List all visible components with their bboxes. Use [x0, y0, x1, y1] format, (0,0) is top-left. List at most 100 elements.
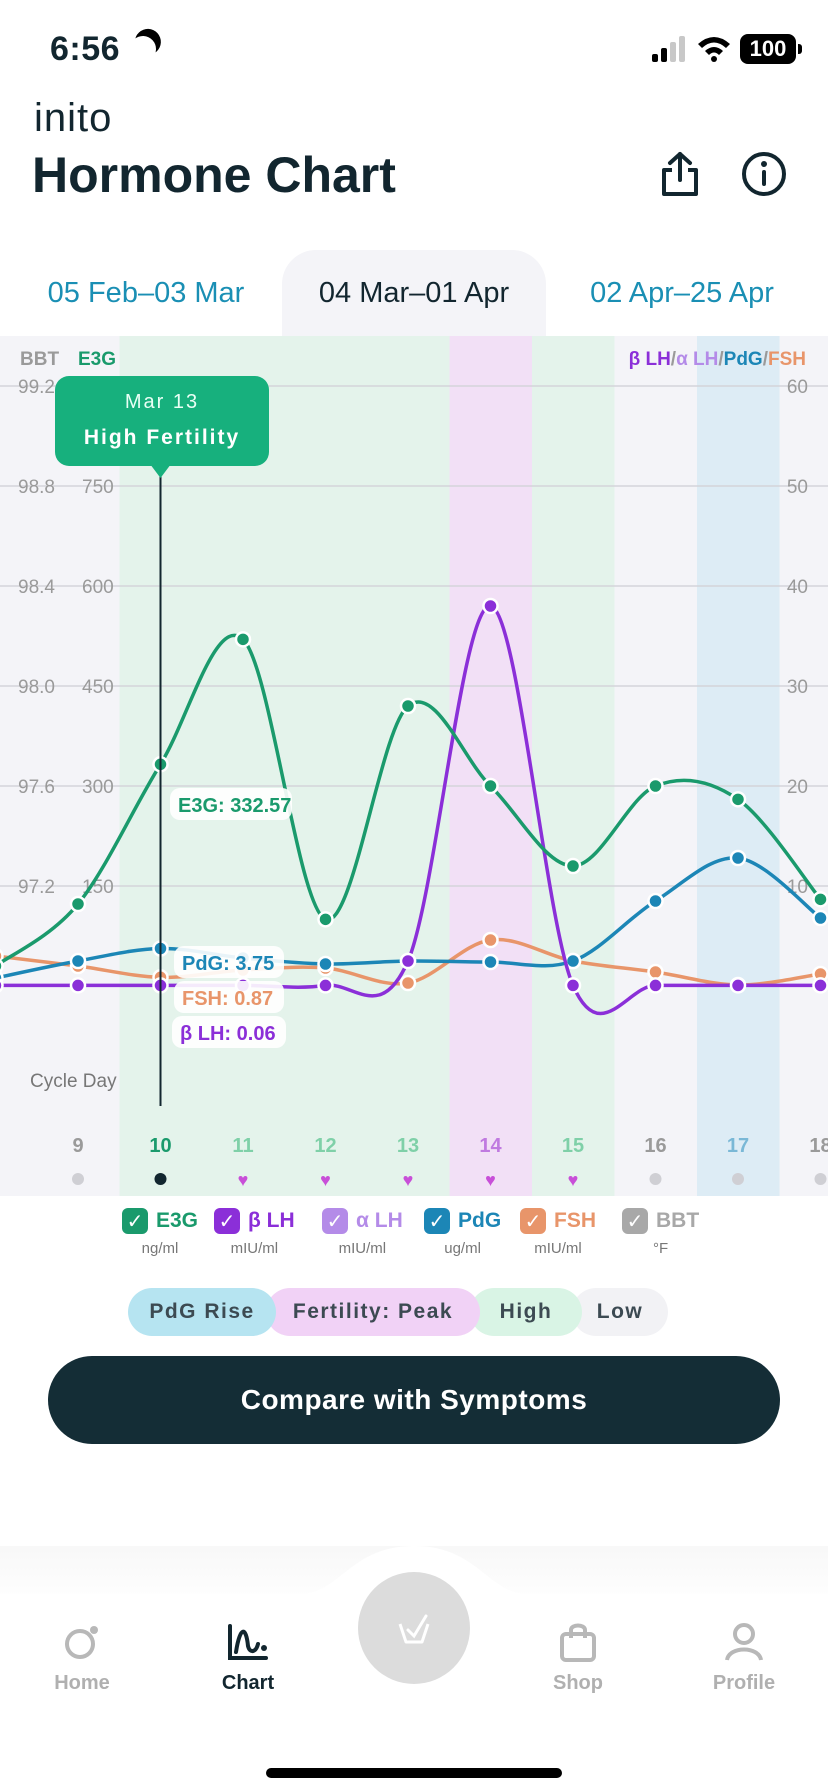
- legend-unit: ng/ml: [141, 1240, 179, 1257]
- chart-canvas: BBT E3G β LH/α LH/PdG/FSH 99.2 98.8 98.4 98.0 9…: [0, 336, 828, 1196]
- day-dot: [154, 1173, 167, 1185]
- hormone-chart[interactable]: BBT E3G β LH/α LH/PdG/FSH 99.2 98.8 98.4 98.0 9…: [0, 336, 828, 1196]
- phase-legend-item: Fertility: Peak: [266, 1288, 480, 1336]
- data-point: [729, 849, 747, 867]
- info-icon[interactable]: [740, 150, 788, 198]
- data-point: [482, 597, 499, 615]
- chart-icon: [228, 1624, 268, 1660]
- tick-label-right: 60: [787, 377, 808, 398]
- x-tick-label: 17: [727, 1135, 749, 1157]
- legend-unit: mIU/ml: [230, 1240, 279, 1257]
- tab-apr[interactable]: 02 Apr–25 Apr: [562, 250, 802, 336]
- readout-lh-bg: [172, 1016, 286, 1048]
- readout-fsh: FSH: 0.87: [182, 988, 273, 1010]
- data-point: [812, 977, 828, 994]
- nav-home-label: Home: [54, 1672, 110, 1694]
- tick-label-right: 50: [787, 477, 808, 498]
- legend-toggle-pdg[interactable]: ✓ PdG ug/ml: [424, 1208, 501, 1257]
- legend-unit: °F: [653, 1240, 669, 1257]
- x-tick-label: 11: [232, 1135, 253, 1157]
- legend-name: BBT: [656, 1209, 700, 1232]
- phase-band: [532, 336, 615, 1196]
- share-icon[interactable]: [656, 150, 704, 198]
- legend-toggle-fsh[interactable]: ✓ FSH mIU/ml: [520, 1208, 596, 1257]
- legend-name: PdG: [458, 1209, 502, 1232]
- data-point: [317, 977, 334, 994]
- data-point: [812, 891, 828, 908]
- tick-label-e3g: 600: [82, 577, 114, 598]
- data-point: [482, 931, 499, 949]
- day-dot: [649, 1173, 662, 1185]
- phase-band: [119, 336, 450, 1196]
- tick-label-bbt: 98.8: [18, 477, 55, 498]
- nav-chart[interactable]: Chart: [188, 1622, 308, 1695]
- data-point: [564, 977, 582, 994]
- legend-row: ✓ E3G: [122, 1208, 198, 1234]
- cellular-signal-icon: [652, 36, 685, 62]
- moon-icon: [126, 32, 159, 65]
- x-tick-label: 9: [72, 1135, 83, 1157]
- phase-legend-item: PdG Rise: [128, 1288, 276, 1336]
- legend-toggle-lh[interactable]: ✓ β LH mIU/ml: [214, 1208, 295, 1257]
- home-indicator: [266, 1768, 562, 1778]
- legend-toggle-eg[interactable]: ✓ E3G ng/ml: [122, 1208, 198, 1257]
- tick-label-right: 30: [787, 677, 808, 698]
- home-icon: [65, 1626, 98, 1659]
- data-point: [729, 977, 747, 994]
- compare-with-symptoms-button[interactable]: Compare with Symptoms: [48, 1356, 780, 1444]
- data-point: [729, 791, 747, 808]
- x-tick-label: 10: [149, 1135, 171, 1157]
- day-dot: [814, 1173, 827, 1185]
- test-check-icon: [398, 1614, 430, 1644]
- data-point: [647, 963, 664, 981]
- readout-pdg-bg: [174, 946, 284, 978]
- tooltip-date: Mar 13: [125, 391, 199, 413]
- legend-toggle-bbt[interactable]: ✓ BBT °F: [622, 1208, 699, 1257]
- legend-row: ✓ FSH: [520, 1208, 596, 1234]
- legend-unit: mIU/ml: [338, 1240, 387, 1257]
- checkbox-icon: ✓: [424, 1208, 450, 1234]
- checkbox-icon: ✓: [214, 1208, 240, 1234]
- nav-profile[interactable]: Profile: [684, 1622, 804, 1695]
- x-tick-label: 16: [644, 1135, 666, 1157]
- legend-row: ✓ PdG: [424, 1208, 501, 1234]
- data-point: [399, 974, 417, 992]
- nav-home[interactable]: Home: [22, 1622, 142, 1695]
- x-tick-label: 15: [562, 1135, 584, 1157]
- legend-row: ✓ β LH: [214, 1208, 295, 1234]
- data-point: [0, 978, 4, 993]
- tab-feb-mar[interactable]: 05 Feb–03 Mar: [18, 250, 274, 336]
- data-point: [0, 949, 4, 963]
- data-point: [482, 777, 499, 795]
- tick-label-e3g: 450: [82, 677, 114, 698]
- data-point: [647, 977, 664, 994]
- x-tick-label: 13: [397, 1135, 419, 1157]
- data-point: [399, 952, 417, 970]
- selected-day-tooltip: Mar 13 High Fertility: [55, 376, 269, 478]
- axis-title-bbt: BBT: [20, 349, 59, 370]
- data-point: [0, 959, 4, 973]
- phase-legend-item: Low: [572, 1288, 668, 1336]
- tab-mar-apr[interactable]: 04 Mar–01 Apr: [282, 250, 546, 336]
- phase-legend: PdG Rise Fertility: Peak High Low: [128, 1288, 668, 1336]
- status-bar: 6:56 100: [0, 0, 828, 100]
- nav-shop[interactable]: Shop: [518, 1622, 638, 1695]
- heart-icon: ♥: [238, 1170, 249, 1190]
- data-point: [399, 697, 417, 715]
- tick-label-bbt: 98.0: [18, 677, 55, 698]
- readout-lh: β LH: 0.06: [180, 1023, 276, 1045]
- profile-icon: [725, 1623, 763, 1661]
- log-test-button[interactable]: [358, 1572, 470, 1684]
- tick-label-bbt: 97.2: [18, 877, 55, 898]
- tick-label-right: 40: [787, 577, 808, 598]
- tick-label-e3g: 150: [82, 877, 114, 898]
- data-point: [647, 892, 664, 910]
- hormone-legend: ✓ E3G ng/ml ✓ β LH mIU/ml ✓ α LH mIU/ml ✓ PdG ug/ml…: [0, 1208, 828, 1288]
- axis-title-right: β LH/α LH/PdG/FSH: [629, 349, 806, 370]
- tab-label: 04 Mar–01 Apr: [318, 276, 510, 309]
- compare-button-label: Compare with Symptoms: [240, 1384, 588, 1415]
- legend-toggle-lh[interactable]: ✓ α LH mIU/ml: [322, 1208, 403, 1257]
- tab-label: 02 Apr–25 Apr: [590, 276, 774, 309]
- nav-chart-label: Chart: [221, 1672, 275, 1694]
- tick-label-bbt: 97.6: [18, 777, 55, 798]
